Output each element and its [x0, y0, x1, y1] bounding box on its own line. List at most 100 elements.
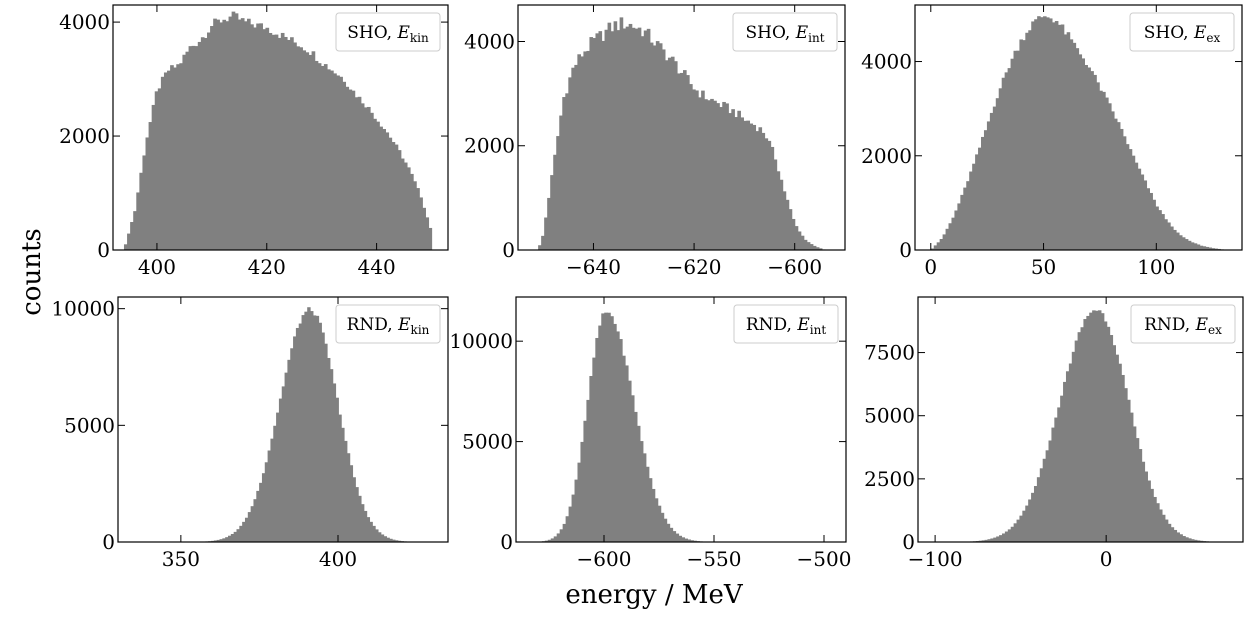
histogram-bar	[589, 37, 594, 250]
histogram-bar	[734, 117, 738, 250]
y-tick-label: 2000	[861, 144, 912, 168]
histogram-bar	[1205, 246, 1210, 250]
histogram-bar	[936, 242, 941, 250]
histogram-bar	[327, 357, 331, 542]
y-tick-label: 10000	[51, 297, 115, 321]
histogram-bar	[580, 56, 584, 250]
histogram-bar	[565, 516, 570, 542]
histogram-bar	[601, 40, 606, 251]
histogram-bar	[1069, 39, 1074, 250]
histogram-bar	[571, 494, 576, 542]
legend: RND, Eex	[1130, 304, 1236, 344]
histogram-bar	[317, 63, 322, 250]
histogram-bars	[123, 11, 433, 251]
histogram-bar	[951, 217, 956, 250]
histogram-bar	[170, 65, 174, 251]
histogram-bar	[770, 146, 775, 250]
histogram-bar	[276, 412, 280, 542]
histogram-bar	[280, 32, 285, 250]
histogram-bar	[268, 32, 273, 250]
histogram-bar	[998, 88, 1003, 250]
histogram-bar	[972, 163, 976, 250]
histogram-bar	[1161, 514, 1166, 542]
histogram-bar	[619, 339, 623, 542]
legend-box	[733, 304, 839, 344]
histogram-bar	[782, 191, 787, 250]
histogram-bar	[1178, 235, 1183, 250]
histogram-bar	[1118, 363, 1122, 542]
histogram-bar	[658, 43, 663, 250]
histogram-bar	[809, 244, 814, 250]
histogram-bar	[978, 147, 982, 250]
histogram-bar	[1193, 243, 1198, 250]
histogram-bar	[338, 414, 342, 542]
histogram-bar	[1081, 58, 1085, 250]
histogram-bar	[541, 235, 545, 250]
histogram-bar	[675, 533, 680, 542]
histogram-bar	[737, 110, 741, 250]
histogram-bar	[343, 440, 348, 542]
histogram-bar	[1074, 340, 1079, 542]
histogram-bar	[794, 226, 799, 250]
histogram-bar	[422, 207, 426, 250]
histogram-bar	[690, 540, 694, 542]
histogram-bar	[604, 29, 609, 251]
histogram-bar	[213, 18, 217, 250]
histogram-bar	[666, 523, 671, 542]
y-tick-label: 2000	[59, 124, 110, 148]
histogram-bar	[930, 248, 935, 250]
histogram-bar	[256, 23, 260, 251]
histogram-bar	[601, 313, 605, 542]
histogram-bar	[648, 478, 653, 542]
histogram-bar	[1028, 499, 1032, 542]
legend-label: RND, Eex	[1144, 315, 1222, 337]
histogram-bar	[425, 217, 430, 250]
histogram-bar	[406, 167, 411, 250]
histogram-bar	[1191, 539, 1195, 542]
histogram-bar	[1046, 17, 1050, 250]
x-tick-label: −620	[667, 255, 722, 279]
histogram-bar	[791, 218, 796, 250]
histogram-bar	[397, 150, 402, 250]
histogram-bar	[1043, 16, 1047, 251]
histogram-bar	[1150, 488, 1154, 542]
histogram-bar	[157, 88, 162, 250]
histogram-bar	[1072, 42, 1077, 250]
histogram-bar	[262, 29, 267, 251]
histogram-panel: 400 420 440 0 2000 4000 SHO, Ekin	[59, 4, 449, 279]
axes-frame	[917, 296, 1244, 543]
histogram-bar	[1004, 72, 1009, 250]
histogram-bar	[1045, 450, 1050, 542]
histogram-bar	[948, 223, 953, 250]
histogram-bar	[271, 34, 276, 251]
histogram-bar	[1135, 438, 1140, 542]
histogram-bar	[689, 84, 693, 250]
histogram-bar	[1140, 174, 1145, 250]
histogram-bars	[171, 307, 427, 542]
histogram-bar	[993, 537, 997, 542]
histogram-bar	[284, 372, 288, 542]
histogram-bar	[649, 42, 654, 251]
histogram-bar	[1208, 247, 1213, 250]
histogram-bar	[1158, 210, 1162, 250]
histogram-bar	[978, 540, 983, 542]
histogram-bar	[240, 18, 245, 250]
histogram-bar	[360, 504, 365, 542]
histogram-bar	[639, 441, 644, 542]
histogram-bar	[652, 45, 657, 250]
histogram-bar	[373, 118, 377, 250]
histogram-bar	[380, 534, 385, 542]
y-tick-label: 5000	[64, 413, 115, 437]
histogram-bar	[719, 107, 723, 250]
histogram-bar	[372, 525, 376, 542]
histogram-bar	[779, 179, 784, 250]
histogram-bar	[1137, 168, 1142, 250]
histogram-bar	[397, 540, 402, 542]
histogram-bar	[669, 527, 674, 542]
histogram-bar	[755, 131, 760, 250]
histogram-bar	[716, 103, 720, 251]
histogram-bar	[1031, 21, 1035, 251]
histogram-bar	[550, 175, 554, 250]
histogram-bar	[308, 54, 313, 251]
histogram-bar	[1013, 523, 1018, 542]
